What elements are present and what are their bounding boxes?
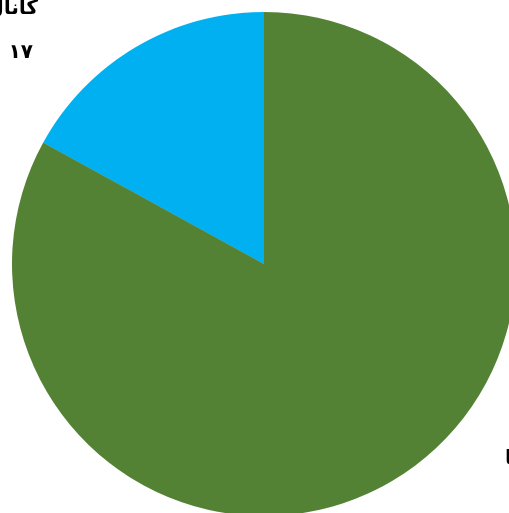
slice-label-channels: کانال ها (0, 0, 38, 19)
slice-label-other: ها (505, 445, 509, 469)
pie-slices (12, 12, 509, 513)
pie-slice-0 (43, 12, 264, 264)
pie-slice-1 (12, 12, 509, 513)
slice-value-channels: ۱۷ (9, 39, 33, 63)
